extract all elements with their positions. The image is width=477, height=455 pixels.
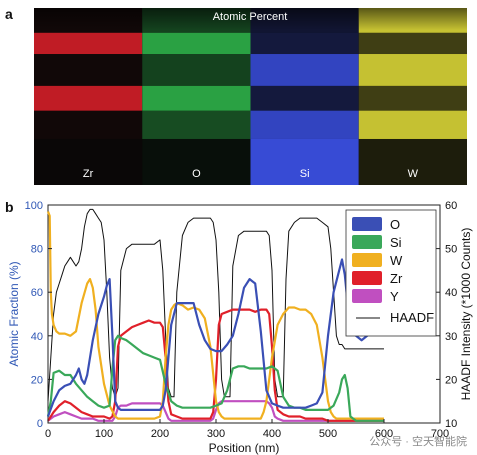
map-panel-w: W xyxy=(358,8,467,185)
map-title-shade xyxy=(142,8,251,30)
map-band xyxy=(358,54,467,86)
y-tick-label: 40 xyxy=(31,331,43,343)
elemental-maps: Zr O Si W Atomic Percent xyxy=(34,8,467,185)
legend: O Si W Zr Y HAADF xyxy=(345,209,437,337)
map-band xyxy=(250,85,359,111)
y2-tick-label: 30 xyxy=(445,331,457,343)
watermark-text: 公众号 · 空天智能院 xyxy=(369,436,467,448)
map-panel-zr: Zr xyxy=(34,8,143,185)
y2-tick-label: 10 xyxy=(445,418,457,430)
legend-item-si: Si xyxy=(352,235,402,250)
y-tick-label: 80 xyxy=(31,244,43,256)
legend-swatch xyxy=(352,217,382,231)
map-band xyxy=(142,32,251,55)
legend-item-w: W xyxy=(352,253,403,268)
legend-item-o: O xyxy=(352,217,400,232)
map-title-shade xyxy=(250,8,359,30)
map-element-label: W xyxy=(408,168,419,180)
series-line-si xyxy=(46,334,384,422)
map-band xyxy=(358,138,467,185)
series-line-haadf xyxy=(47,208,384,402)
series-line-y xyxy=(47,400,384,422)
y2-tick-label: 60 xyxy=(445,200,457,212)
legend-label: Y xyxy=(390,289,399,304)
panel-b-label: b xyxy=(5,199,14,215)
x-tick-label: 0 xyxy=(45,428,51,440)
map-band xyxy=(34,110,143,139)
map-band xyxy=(34,54,143,86)
legend-label: Si xyxy=(390,235,402,250)
series-line-w xyxy=(46,211,384,420)
legend-item-haadf: HAADF xyxy=(356,310,434,325)
map-element-label: Si xyxy=(300,168,310,180)
map-title-shade xyxy=(34,8,143,30)
map-band xyxy=(358,85,467,111)
y-tick-label: 20 xyxy=(31,374,43,386)
axis-layer: 0 100 200 300 400 500 600 700 0 20 40 60 80 100 10 20 30… xyxy=(25,200,458,440)
map-band xyxy=(142,54,251,86)
map-element-label: Zr xyxy=(83,168,94,180)
legend-label: W xyxy=(390,253,403,268)
x-axis-title: Position (nm) xyxy=(209,441,280,455)
map-band xyxy=(250,32,359,55)
map-band xyxy=(142,138,251,185)
maps-title: Atomic Percent xyxy=(213,11,288,23)
series-layer xyxy=(46,208,386,422)
y2-tick-label: 20 xyxy=(445,374,457,386)
map-title-shade xyxy=(358,8,467,30)
legend-swatch xyxy=(352,235,382,249)
legend-label: O xyxy=(390,217,400,232)
map-panel-bg xyxy=(358,8,467,185)
legend-item-y: Y xyxy=(352,289,399,304)
x-tick-label: 600 xyxy=(375,428,393,440)
x-tick-label: 500 xyxy=(319,428,337,440)
y2-tick-label: 40 xyxy=(445,287,457,299)
legend-swatch xyxy=(352,271,382,285)
map-panel-o: O xyxy=(142,8,251,185)
legend-label: Zr xyxy=(390,271,403,286)
map-band xyxy=(142,85,251,111)
map-band xyxy=(34,32,143,55)
map-panel-si: Si xyxy=(250,8,359,185)
series-line-o xyxy=(46,258,386,417)
map-element-label: O xyxy=(192,168,201,180)
x-tick-label: 100 xyxy=(95,428,113,440)
legend-item-zr: Zr xyxy=(352,271,403,286)
map-band xyxy=(34,85,143,111)
y2-tick-label: 50 xyxy=(445,244,457,256)
x-tick-label: 400 xyxy=(263,428,281,440)
legend-swatch xyxy=(352,253,382,267)
y-tick-label: 0 xyxy=(37,418,43,430)
legend-label: HAADF xyxy=(390,310,434,325)
map-band xyxy=(358,110,467,139)
y2-axis-title: HAADF Intensity (*1000 Counts) xyxy=(459,228,473,401)
map-band xyxy=(250,138,359,185)
y-tick-label: 60 xyxy=(31,287,43,299)
series-line-zr xyxy=(47,308,384,422)
legend-swatch xyxy=(352,289,382,303)
map-band xyxy=(358,32,467,55)
map-band xyxy=(142,110,251,139)
y-axis-title: Atomic Fraction (%) xyxy=(7,261,21,366)
x-tick-label: 700 xyxy=(431,428,449,440)
map-band xyxy=(250,54,359,86)
line-profile-chart: 0 100 200 300 400 500 600 700 0 20 40 60 80 100 10 20 30… xyxy=(7,200,473,455)
y-tick-label: 100 xyxy=(25,200,43,212)
x-tick-label: 300 xyxy=(207,428,225,440)
x-tick-label: 200 xyxy=(151,428,169,440)
map-band xyxy=(250,110,359,139)
panel-a-label: a xyxy=(5,6,13,22)
